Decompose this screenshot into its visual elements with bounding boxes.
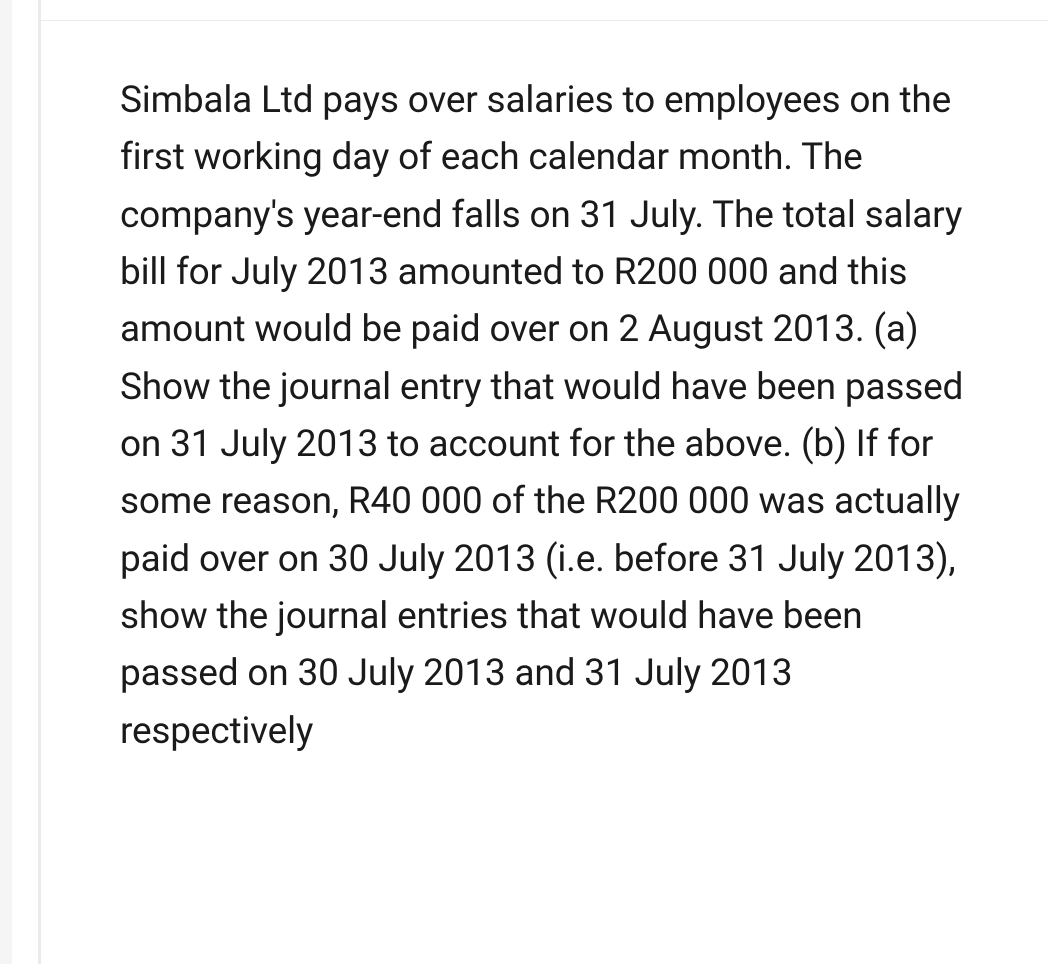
top-divider — [41, 20, 1048, 21]
left-rail-inner — [38, 0, 41, 964]
left-rail-outer — [0, 0, 12, 964]
question-paragraph: Simbala Ltd pays over salaries to employ… — [120, 72, 988, 760]
